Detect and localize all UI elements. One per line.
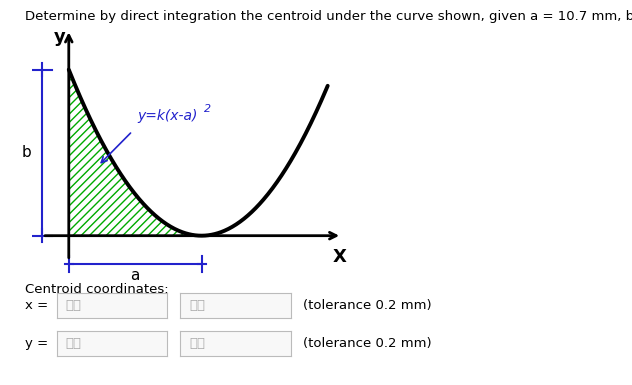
Text: b: b: [21, 145, 31, 160]
Text: x =: x =: [25, 299, 49, 311]
Text: Centroid coordinates:: Centroid coordinates:: [25, 283, 169, 296]
Text: (tolerance 0.2 mm): (tolerance 0.2 mm): [303, 337, 432, 350]
Text: 数字: 数字: [66, 337, 82, 350]
Text: a: a: [130, 268, 140, 283]
Text: 单位: 单位: [189, 299, 205, 311]
Text: (tolerance 0.2 mm): (tolerance 0.2 mm): [303, 299, 432, 311]
Text: X: X: [332, 248, 346, 266]
Text: y: y: [54, 28, 65, 47]
Text: y =: y =: [25, 337, 49, 350]
Text: 2: 2: [204, 104, 211, 114]
Text: 数字: 数字: [66, 299, 82, 311]
Text: y=k(x-a): y=k(x-a): [138, 109, 198, 123]
Text: 单位: 单位: [189, 337, 205, 350]
Text: Determine by direct integration the centroid under the curve shown, given a = 10: Determine by direct integration the cent…: [25, 10, 632, 23]
